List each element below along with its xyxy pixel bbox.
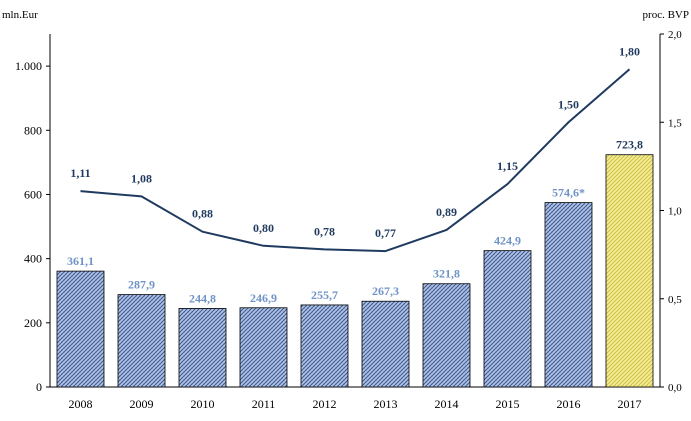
bar-value-label: 287,9 <box>128 278 155 292</box>
left-tick-label: 0 <box>36 380 42 394</box>
right-tick-label: 1,0 <box>668 206 682 218</box>
left-axis-title: mln.Eur <box>2 9 38 21</box>
right-tick-label: 0,0 <box>668 382 682 394</box>
bar-value-label: 361,1 <box>67 254 94 268</box>
x-tick-label: 2012 <box>313 397 337 411</box>
line-value-label: 1,80 <box>619 44 640 58</box>
line-value-label: 1,11 <box>70 166 90 180</box>
bar-value-label: 424,9 <box>494 234 521 248</box>
x-tick-label: 2010 <box>191 397 215 411</box>
x-tick-label: 2016 <box>557 397 581 411</box>
right-axis: 0,0 0,5 1,0 1,5 2,0 <box>659 29 682 394</box>
x-tick-label: 2011 <box>252 397 276 411</box>
bar <box>117 294 166 388</box>
bar <box>56 270 105 388</box>
line-value-label: 1,50 <box>558 97 579 111</box>
x-tick-label: 2014 <box>435 397 459 411</box>
left-tick-label: 600 <box>24 187 42 201</box>
x-axis: 2008 2009 2010 2011 2012 2013 2014 2015 2016 2017 <box>50 386 660 411</box>
bar-value-label: 267,3 <box>372 284 399 298</box>
line-value-label: 0,89 <box>436 205 457 219</box>
x-tick-label: 2015 <box>496 397 520 411</box>
line-series: 1,11 1,08 0,88 0,80 0,78 0,77 0,89 1,15 1,50 1,80 <box>70 44 640 253</box>
x-tick-label: 2009 <box>130 397 154 411</box>
right-tick-label: 2,0 <box>668 29 682 41</box>
bars: 361,1 287,9 244,8 246,9 255,7 267,3 321,8 424,9… <box>56 138 654 388</box>
left-tick-label: 200 <box>24 316 42 330</box>
line-value-label: 0,77 <box>375 226 396 240</box>
x-tick-label: 2017 <box>618 397 642 411</box>
right-tick-label: 0,5 <box>668 294 682 306</box>
bar <box>361 300 410 388</box>
line-value-label: 1,08 <box>131 171 152 185</box>
bar <box>178 308 227 388</box>
bar-value-label: 574,6* <box>552 186 585 200</box>
bar <box>605 154 654 388</box>
left-tick-label: 800 <box>24 123 42 137</box>
left-tick-label: 1.000 <box>15 59 42 73</box>
bar-value-label: 255,7 <box>311 288 338 302</box>
bar-value-label: 321,8 <box>433 267 460 281</box>
line-value-label: 0,80 <box>253 221 274 235</box>
left-axis: 0 200 400 600 800 1.000 <box>15 34 51 394</box>
bar <box>239 307 288 388</box>
bar-value-label: 246,9 <box>250 291 277 305</box>
bar <box>300 304 349 388</box>
bar <box>483 250 532 388</box>
x-tick-label: 2013 <box>374 397 398 411</box>
x-tick-label: 2008 <box>69 397 93 411</box>
line-value-label: 1,15 <box>497 159 518 173</box>
right-tick-label: 1,5 <box>668 117 682 129</box>
line-value-label: 0,88 <box>192 207 213 221</box>
line-path <box>80 68 631 253</box>
bar <box>422 283 471 388</box>
bar-value-label: 723,8 <box>616 138 643 152</box>
line-value-label: 0,78 <box>314 224 335 238</box>
left-tick-label: 400 <box>24 252 42 266</box>
right-axis-title: proc. BVP <box>643 9 689 21</box>
bar-value-label: 244,8 <box>189 291 216 305</box>
bar <box>544 202 593 388</box>
